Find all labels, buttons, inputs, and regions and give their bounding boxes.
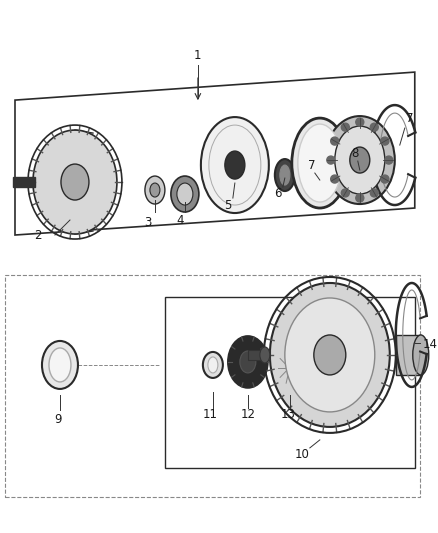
Text: 8: 8 xyxy=(351,147,358,159)
Text: 6: 6 xyxy=(274,187,282,199)
Circle shape xyxy=(331,137,339,145)
Ellipse shape xyxy=(203,352,223,378)
Ellipse shape xyxy=(42,341,78,389)
Ellipse shape xyxy=(413,335,429,375)
Text: 11: 11 xyxy=(202,408,217,422)
Ellipse shape xyxy=(33,130,117,234)
Text: 12: 12 xyxy=(240,408,255,422)
Text: 10: 10 xyxy=(294,448,309,462)
Ellipse shape xyxy=(325,116,395,204)
Ellipse shape xyxy=(225,151,245,179)
Ellipse shape xyxy=(145,176,165,204)
Ellipse shape xyxy=(171,176,199,212)
Ellipse shape xyxy=(228,336,268,388)
Ellipse shape xyxy=(292,118,348,208)
Ellipse shape xyxy=(298,124,342,202)
Text: 1: 1 xyxy=(194,49,201,62)
Circle shape xyxy=(327,156,335,164)
Text: 5: 5 xyxy=(224,198,232,212)
Ellipse shape xyxy=(201,117,269,213)
Ellipse shape xyxy=(350,147,370,173)
Ellipse shape xyxy=(275,159,295,191)
Polygon shape xyxy=(13,177,35,187)
Circle shape xyxy=(331,175,339,183)
Circle shape xyxy=(381,137,389,145)
Text: 7: 7 xyxy=(308,158,315,172)
Circle shape xyxy=(341,123,349,131)
Circle shape xyxy=(341,189,349,197)
Text: 4: 4 xyxy=(176,214,184,227)
Circle shape xyxy=(370,189,378,197)
Ellipse shape xyxy=(150,183,160,197)
Ellipse shape xyxy=(285,298,375,412)
Circle shape xyxy=(370,123,378,131)
Ellipse shape xyxy=(280,165,290,185)
Circle shape xyxy=(356,194,364,202)
Circle shape xyxy=(385,156,393,164)
Ellipse shape xyxy=(208,357,218,373)
Ellipse shape xyxy=(270,283,390,427)
Polygon shape xyxy=(396,335,421,375)
Ellipse shape xyxy=(49,348,71,382)
Text: 3: 3 xyxy=(144,215,152,229)
Text: 2: 2 xyxy=(34,229,42,241)
Ellipse shape xyxy=(240,351,256,373)
Text: 7: 7 xyxy=(406,111,413,125)
Ellipse shape xyxy=(61,164,89,200)
Polygon shape xyxy=(248,350,270,360)
Ellipse shape xyxy=(335,126,385,194)
Circle shape xyxy=(356,118,364,126)
Ellipse shape xyxy=(314,335,346,375)
Text: 9: 9 xyxy=(54,414,62,426)
Text: 13: 13 xyxy=(280,408,295,422)
Ellipse shape xyxy=(260,347,270,363)
Ellipse shape xyxy=(278,352,302,384)
Circle shape xyxy=(381,175,389,183)
Text: 14: 14 xyxy=(422,338,437,351)
Ellipse shape xyxy=(177,183,193,205)
